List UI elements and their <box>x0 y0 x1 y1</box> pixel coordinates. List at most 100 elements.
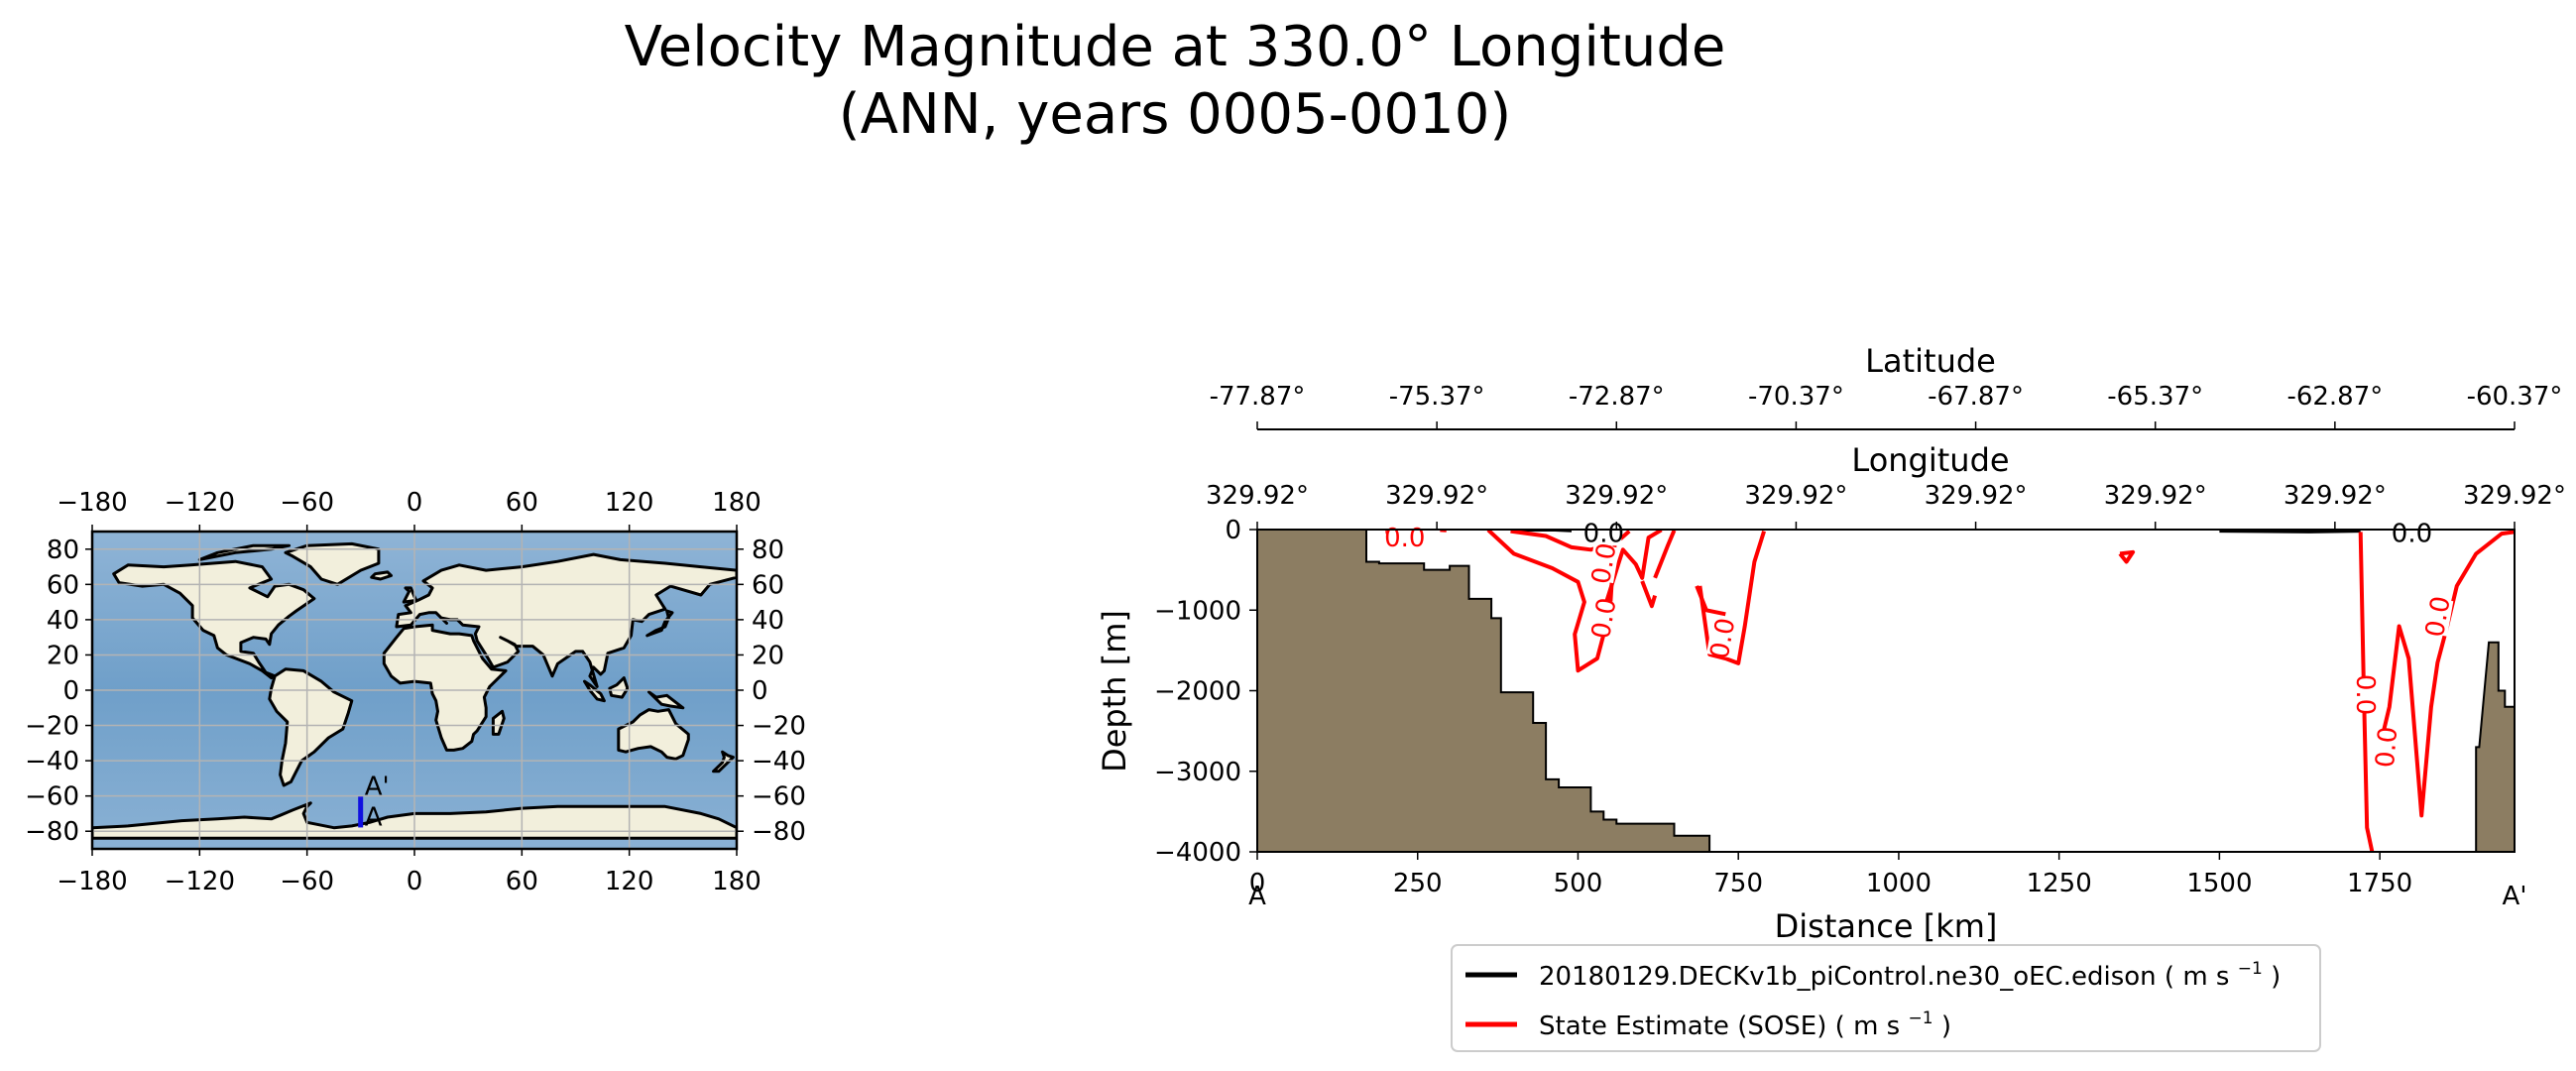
land-madagascar <box>491 709 506 736</box>
map-ticks: −180 −180 −120 −120 −60 −60 0 0 60 60 120 120 180 180… <box>25 488 806 896</box>
legend-obs-paren-close: ) <box>1941 1012 1951 1041</box>
latitude-tick-label: -75.37° <box>1389 382 1485 412</box>
map-left-tick-label: −60 <box>25 782 79 812</box>
longitude-tick-label: 329.92° <box>1206 481 1309 511</box>
contour-label: 0.0 <box>1384 524 1425 553</box>
latitude-tick-label: -67.87° <box>1928 382 2024 412</box>
map-top-tick-label: 60 <box>506 488 538 518</box>
legend-label-obs: State Estimate (SOSE) ( m s −1 ) <box>1539 1001 1951 1041</box>
map-right-tick-label: 20 <box>752 641 784 670</box>
legend-model-name: 20180129.DECKv1b_piControl.ne30_oEC.edis… <box>1539 962 2157 992</box>
map-bottom-tick-label: 0 <box>407 867 423 896</box>
land-british-isles <box>402 586 418 604</box>
longitude-tick-label: 329.92° <box>1565 481 1668 511</box>
legend-box <box>1451 944 2321 1052</box>
bathymetry-left <box>1257 530 1711 852</box>
y-tick-label: −4000 <box>1154 838 1241 868</box>
map-left-tick-label: −40 <box>25 747 79 776</box>
legend-obs-unit: m s <box>1853 1012 1900 1041</box>
land-eurasia <box>395 552 737 688</box>
longitude-tick-label: 329.92° <box>1385 481 1488 511</box>
map-top-tick-label: −180 <box>57 488 127 518</box>
latitude-tick-label: -70.37° <box>1748 382 1844 412</box>
map-right-tick-label: 0 <box>752 676 768 706</box>
land-iceland <box>370 570 393 581</box>
legend-obs-name: State Estimate (SOSE) <box>1539 1012 1826 1041</box>
x-tick-label: 1000 <box>1866 869 1932 898</box>
bathymetry-right <box>2475 641 2515 852</box>
x-tick-label: 1500 <box>2186 869 2252 898</box>
contour-label-bg <box>2352 676 2379 713</box>
map-bottom-tick-label: −180 <box>57 867 127 896</box>
x-tick-label: 500 <box>1554 869 1603 898</box>
latitude-tick-label: -60.37° <box>2467 382 2563 412</box>
map-right-tick-label: 60 <box>752 570 784 600</box>
y-tick-label: −2000 <box>1154 677 1241 707</box>
land-borneo <box>608 676 630 699</box>
map-left-tick-label: −20 <box>25 712 79 742</box>
contour-label: 0.0 <box>1586 540 1623 586</box>
longitude-ticks: 329.92° 329.92° 329.92° 329.92° 329.92° 329.9… <box>1206 481 2566 530</box>
latitude-axis-title: Latitude <box>1865 342 1996 380</box>
longitude-tick-label: 329.92° <box>2463 481 2566 511</box>
transect-end-label: A' <box>365 772 390 801</box>
map-bottom-tick-label: 180 <box>712 867 761 896</box>
map-top-tick-label: −120 <box>165 488 235 518</box>
longitude-tick-label: 329.92° <box>2283 481 2387 511</box>
map-bottom-tick-label: −120 <box>165 867 235 896</box>
map-bottom-tick-label: 120 <box>605 867 654 896</box>
map-panel: AA' −180 −180 −120 −120 −60 −60 0 0 60 60 120 120 18… <box>25 488 806 896</box>
transect-start-label: A <box>365 802 383 832</box>
contour-obs-11 <box>2378 530 2515 818</box>
x-tick-label: 1750 <box>2347 869 2412 898</box>
contour-obs-4 <box>1604 530 1663 602</box>
x-tick-label: 1250 <box>2027 869 2092 898</box>
land-new-zealand <box>712 750 735 774</box>
longitude-tick-label: 329.92° <box>1925 481 2028 511</box>
map-left-tick-label: 20 <box>47 641 79 670</box>
contour-label: 0.0 <box>1583 519 1624 548</box>
contour-obs-6 <box>1653 530 1677 579</box>
longitude-axis-title: Longitude <box>1851 441 2009 479</box>
figure-title: Velocity Magnitude at 330.0° Longitude (… <box>0 14 2350 149</box>
start-point-label: A <box>1248 882 1266 911</box>
contour-label: 0.0 <box>1586 596 1623 642</box>
map-left-tick-label: −80 <box>25 817 79 847</box>
latitude-tick-label: -72.87° <box>1569 382 1665 412</box>
contour-label-bg <box>2394 520 2430 546</box>
contour-obs-8 <box>1698 531 1767 665</box>
contour-label-bg <box>1706 618 1738 658</box>
map-right-tick-label: −80 <box>752 817 806 847</box>
contour-label: 0.0 <box>1705 616 1742 661</box>
land-australia <box>617 708 690 761</box>
map-bottom-tick-label: −60 <box>280 867 334 896</box>
map-right-tick-label: −40 <box>752 747 806 776</box>
contour-label-bg <box>2372 728 2401 767</box>
contour-label-bg <box>2421 596 2454 637</box>
x-axis-label: Distance [km] <box>1775 907 1998 945</box>
contour-label: 0.0 <box>2371 726 2403 770</box>
map-left-tick-label: 0 <box>62 676 79 706</box>
legend-obs-exponent: −1 <box>1908 1009 1932 1028</box>
contour-label: 0.0 <box>2420 594 2457 640</box>
map-transect: AA' <box>358 772 390 832</box>
legend-label-model: 20180129.DECKv1b_piControl.ne30_oEC.edis… <box>1539 951 2281 992</box>
map-land <box>92 541 737 840</box>
map-top-tick-label: 180 <box>712 488 761 518</box>
map-left-tick-label: 40 <box>47 606 79 636</box>
map-right-tick-label: 40 <box>752 606 784 636</box>
land-japan <box>645 609 674 638</box>
contour-label: 0.0 <box>2350 674 2380 715</box>
contour-label-bg <box>1587 598 1620 639</box>
legend-model-paren-open: ( <box>2165 962 2174 992</box>
y-axis-label: Depth [m] <box>1096 610 1133 773</box>
legend-model-paren-close: ) <box>2271 962 2281 992</box>
legend: 20180129.DECKv1b_piControl.ne30_oEC.edis… <box>1451 944 2321 1052</box>
legend-obs-paren-open: ( <box>1835 1012 1845 1041</box>
map-left-tick-label: 80 <box>47 536 79 565</box>
map-right-tick-label: −20 <box>752 712 806 742</box>
latitude-tick-label: -65.37° <box>2107 382 2203 412</box>
land-new-guinea <box>647 690 685 710</box>
longitude-tick-label: 329.92° <box>1744 481 1847 511</box>
